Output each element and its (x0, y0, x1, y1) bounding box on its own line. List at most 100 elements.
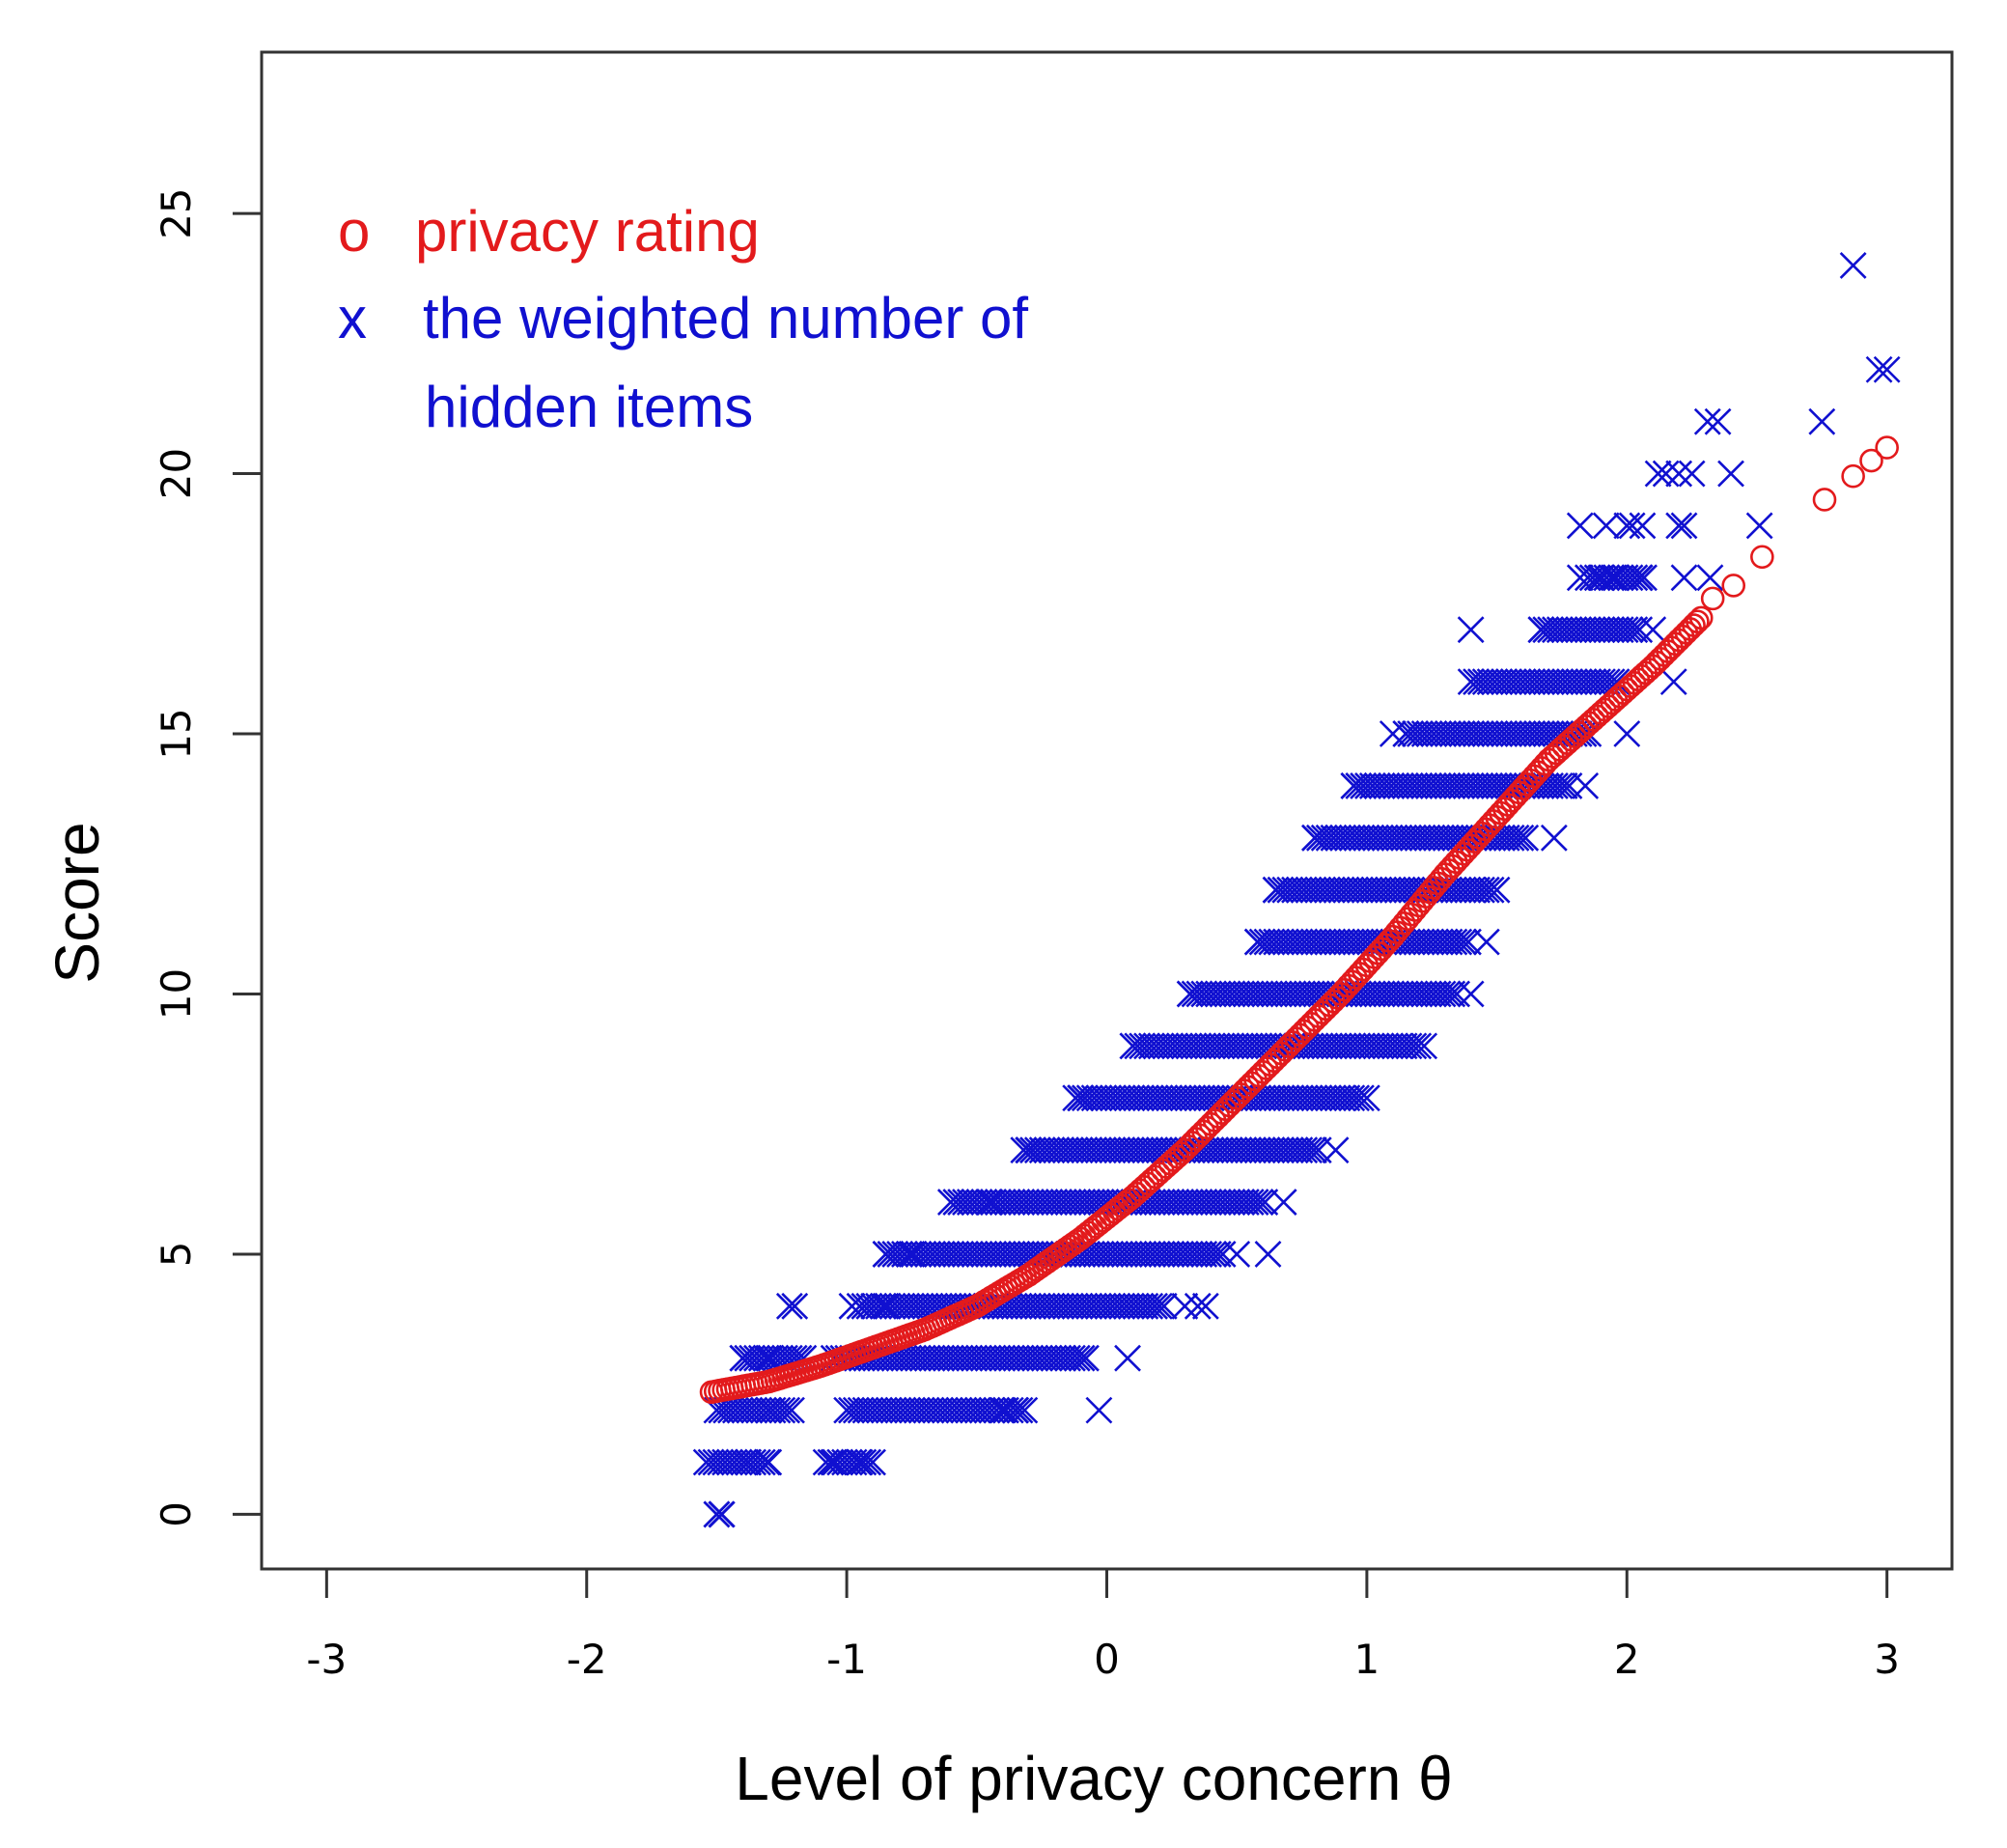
hidden-items-point (1631, 564, 1658, 592)
hidden-items-point (1839, 252, 1867, 279)
hidden-items-point (945, 1396, 973, 1424)
hidden-items-point (1075, 1136, 1103, 1164)
hidden-items-point (1148, 1241, 1176, 1268)
hidden-items-point (1248, 928, 1276, 956)
hidden-items-point (1284, 980, 1312, 1008)
hidden-items-point (1047, 1136, 1075, 1164)
hidden-items-point (1225, 1136, 1253, 1164)
hidden-items-point (1292, 1032, 1320, 1060)
hidden-items-point (1052, 1136, 1079, 1164)
hidden-items-point (1350, 771, 1378, 799)
hidden-items-point (1477, 876, 1505, 904)
hidden-items-point (1383, 876, 1411, 904)
hidden-items-point (1348, 824, 1376, 852)
hidden-items-point (1362, 1032, 1390, 1060)
hidden-items-point (1043, 1292, 1071, 1320)
hidden-items-point (1334, 1032, 1362, 1060)
hidden-items-point (1067, 1084, 1095, 1112)
hidden-items-point (1354, 771, 1381, 799)
hidden-items-point (984, 1344, 1012, 1372)
x-axis: -3 -2 -1 0 1 2 3 (306, 1567, 1900, 1683)
hidden-items-point (1386, 980, 1414, 1008)
hidden-items-point (961, 1344, 989, 1372)
hidden-items-point (1122, 1136, 1150, 1164)
hidden-items-point (965, 1344, 992, 1372)
hidden-items-point (1124, 1032, 1152, 1060)
hidden-items-point (1056, 1292, 1084, 1320)
hidden-items-point (1310, 1084, 1338, 1112)
hidden-items-point (1056, 1136, 1084, 1164)
hidden-items-point (1355, 876, 1383, 904)
hidden-items-point (1243, 1136, 1271, 1164)
hidden-items-point (1593, 564, 1621, 592)
hidden-items-point (1704, 407, 1732, 435)
hidden-items-point (1161, 1032, 1188, 1060)
hidden-items-point (1047, 1292, 1075, 1320)
hidden-items-point (1087, 1189, 1115, 1216)
hidden-items-point (1090, 1084, 1118, 1112)
hidden-items-point (1502, 824, 1530, 852)
hidden-items-point (1204, 1189, 1232, 1216)
hidden-items-point (749, 1396, 777, 1424)
hidden-items-point (1396, 980, 1424, 1008)
hidden-items-point (1472, 876, 1500, 904)
hidden-items-point (1073, 1189, 1101, 1216)
hidden-items-point (1404, 824, 1432, 852)
hidden-items-point (942, 1241, 970, 1268)
hidden-items-point (1115, 1241, 1143, 1268)
hidden-items-point (1408, 824, 1436, 852)
hidden-items-point (1134, 1241, 1161, 1268)
hidden-items-point (1357, 1032, 1385, 1060)
hidden-items-point (1122, 1292, 1150, 1320)
x-tick-label: 2 (1614, 1636, 1640, 1683)
hidden-items-point (1659, 668, 1687, 696)
hidden-items-point (1523, 720, 1550, 747)
hidden-items-point (1174, 1084, 1202, 1112)
y-tick-label: 10 (153, 968, 200, 1020)
hidden-items-point (1217, 1032, 1245, 1060)
hidden-items-point (1401, 771, 1429, 799)
hidden-items-point (1036, 1189, 1064, 1216)
hidden-items-point (1575, 668, 1603, 696)
hidden-items-point (922, 1396, 950, 1424)
hidden-items-point (1017, 1344, 1045, 1372)
hidden-items-point (1180, 1032, 1208, 1060)
hidden-items-point (933, 1241, 961, 1268)
hidden-items-point (1170, 1032, 1198, 1060)
hidden-items-point (1167, 1189, 1194, 1216)
hidden-items-point (1314, 928, 1342, 956)
hidden-items-point (1118, 1084, 1146, 1112)
hidden-items-point (879, 1396, 907, 1424)
hidden-items-point (1476, 720, 1504, 747)
hidden-items-point (1366, 824, 1394, 852)
hidden-items-point (1550, 771, 1578, 799)
hidden-items-point (1305, 824, 1333, 852)
hidden-items-point (1446, 824, 1474, 852)
hidden-items-point (927, 1396, 955, 1424)
hidden-items-point (1119, 1032, 1147, 1060)
hidden-items-point (1246, 1189, 1274, 1216)
hidden-items-point (1108, 1292, 1136, 1320)
hidden-items-point (1745, 512, 1773, 540)
hidden-items-point (1002, 1344, 1030, 1372)
hidden-items-point (708, 1500, 736, 1528)
y-axis-title: Score (42, 822, 112, 983)
hidden-items-point (952, 1241, 979, 1268)
hidden-items-point (875, 1396, 903, 1424)
hidden-items-point (1204, 1241, 1232, 1268)
x-axis-title: Level of privacy concern θ (735, 1744, 1453, 1813)
hidden-items-point (1101, 1241, 1129, 1268)
hidden-items-point (909, 1241, 937, 1268)
hidden-items-point (1613, 720, 1641, 747)
hidden-items-point (1301, 824, 1328, 852)
hidden-items-point (1452, 771, 1480, 799)
hidden-items-point (1572, 771, 1600, 799)
x-tick-label: -2 (567, 1636, 607, 1683)
hidden-items-point (1282, 1084, 1309, 1112)
hidden-items-point (1176, 980, 1204, 1008)
hidden-items-point (1156, 1084, 1184, 1112)
hidden-items-point (1263, 1136, 1291, 1164)
hidden-items-point (1365, 876, 1393, 904)
hidden-items-point (1603, 616, 1630, 644)
hidden-items-point (1236, 1032, 1264, 1060)
